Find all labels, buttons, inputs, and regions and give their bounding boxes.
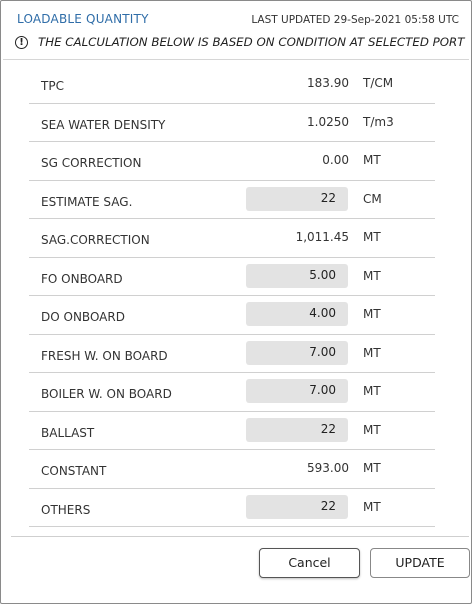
- footer-divider: [11, 536, 469, 537]
- row-value-input[interactable]: 7.00: [246, 340, 348, 365]
- row-label: SAG.CORRECTION: [41, 233, 150, 247]
- calculation-notice: ! THE CALCULATION BELOW IS BASED ON COND…: [15, 35, 467, 49]
- row-unit: MT: [363, 268, 381, 283]
- quantity-row: OTHERS 22 MT: [29, 489, 435, 527]
- row-label: DO ONBOARD: [41, 310, 125, 324]
- row-value-input[interactable]: 22: [246, 417, 348, 442]
- row-value: 0.00: [322, 153, 349, 167]
- header-divider: [3, 59, 469, 60]
- row-unit: MT: [363, 307, 381, 321]
- row-value: 1.0250: [307, 114, 349, 129]
- quantity-row: DO ONBOARD 4.00 MT: [29, 296, 435, 335]
- row-value-input[interactable]: 7.00: [246, 379, 348, 403]
- info-icon: !: [15, 35, 28, 49]
- row-label: ESTIMATE SAG.: [41, 194, 133, 209]
- row-unit: CM: [363, 191, 382, 206]
- row-label: SG CORRECTION: [41, 156, 142, 170]
- dialog-title: LOADABLE QUANTITY: [17, 12, 149, 26]
- row-unit: T/m3: [363, 114, 394, 129]
- quantity-rows: TPC 183.90 T/CM SEA WATER DENSITY 1.0250 T/m3…: [29, 65, 435, 527]
- row-unit: MT: [363, 230, 381, 244]
- row-value: 1,011.45: [295, 230, 349, 244]
- row-label: FO ONBOARD: [41, 271, 123, 286]
- row-value: 593.00: [307, 461, 349, 475]
- quantity-row: SEA WATER DENSITY 1.0250 T/m3: [29, 104, 435, 142]
- row-label: BOILER W. ON BOARD: [41, 387, 172, 401]
- update-button[interactable]: UPDATE: [370, 548, 470, 578]
- quantity-row: TPC 183.90 T/CM: [29, 65, 435, 104]
- quantity-row: BALLAST 22 MT: [29, 412, 435, 450]
- quantity-row: SG CORRECTION 0.00 MT: [29, 142, 435, 181]
- row-value-input[interactable]: 22: [246, 186, 348, 211]
- quantity-row: SAG.CORRECTION 1,011.45 MT: [29, 219, 435, 258]
- row-value-input[interactable]: 22: [246, 494, 348, 519]
- row-unit: MT: [363, 499, 381, 514]
- quantity-row: CONSTANT 593.00 MT: [29, 450, 435, 489]
- row-label: CONSTANT: [41, 464, 107, 478]
- row-value-input[interactable]: 5.00: [246, 263, 348, 288]
- notice-text: THE CALCULATION BELOW IS BASED ON CONDIT…: [38, 35, 465, 49]
- row-unit: T/CM: [363, 76, 394, 90]
- row-label: OTHERS: [41, 502, 91, 517]
- last-updated-timestamp: LAST UPDATED 29-Sep-2021 05:58 UTC: [251, 14, 459, 26]
- quantity-row: FRESH W. ON BOARD 7.00 MT: [29, 335, 435, 373]
- row-label: FRESH W. ON BOARD: [41, 348, 168, 363]
- row-unit: MT: [363, 422, 381, 437]
- row-value: 183.90: [307, 76, 349, 90]
- quantity-row: BOILER W. ON BOARD 7.00 MT: [29, 373, 435, 412]
- quantity-row: ESTIMATE SAG. 22 CM: [29, 181, 435, 219]
- row-unit: MT: [363, 384, 381, 398]
- row-label: BALLAST: [41, 425, 95, 440]
- quantity-row: FO ONBOARD 5.00 MT: [29, 258, 435, 296]
- row-label: SEA WATER DENSITY: [41, 117, 166, 132]
- row-unit: MT: [363, 153, 381, 167]
- row-unit: MT: [363, 461, 381, 475]
- cancel-button[interactable]: Cancel: [259, 548, 360, 578]
- row-label: TPC: [41, 79, 64, 93]
- row-unit: MT: [363, 345, 381, 360]
- row-value-input[interactable]: 4.00: [246, 302, 348, 326]
